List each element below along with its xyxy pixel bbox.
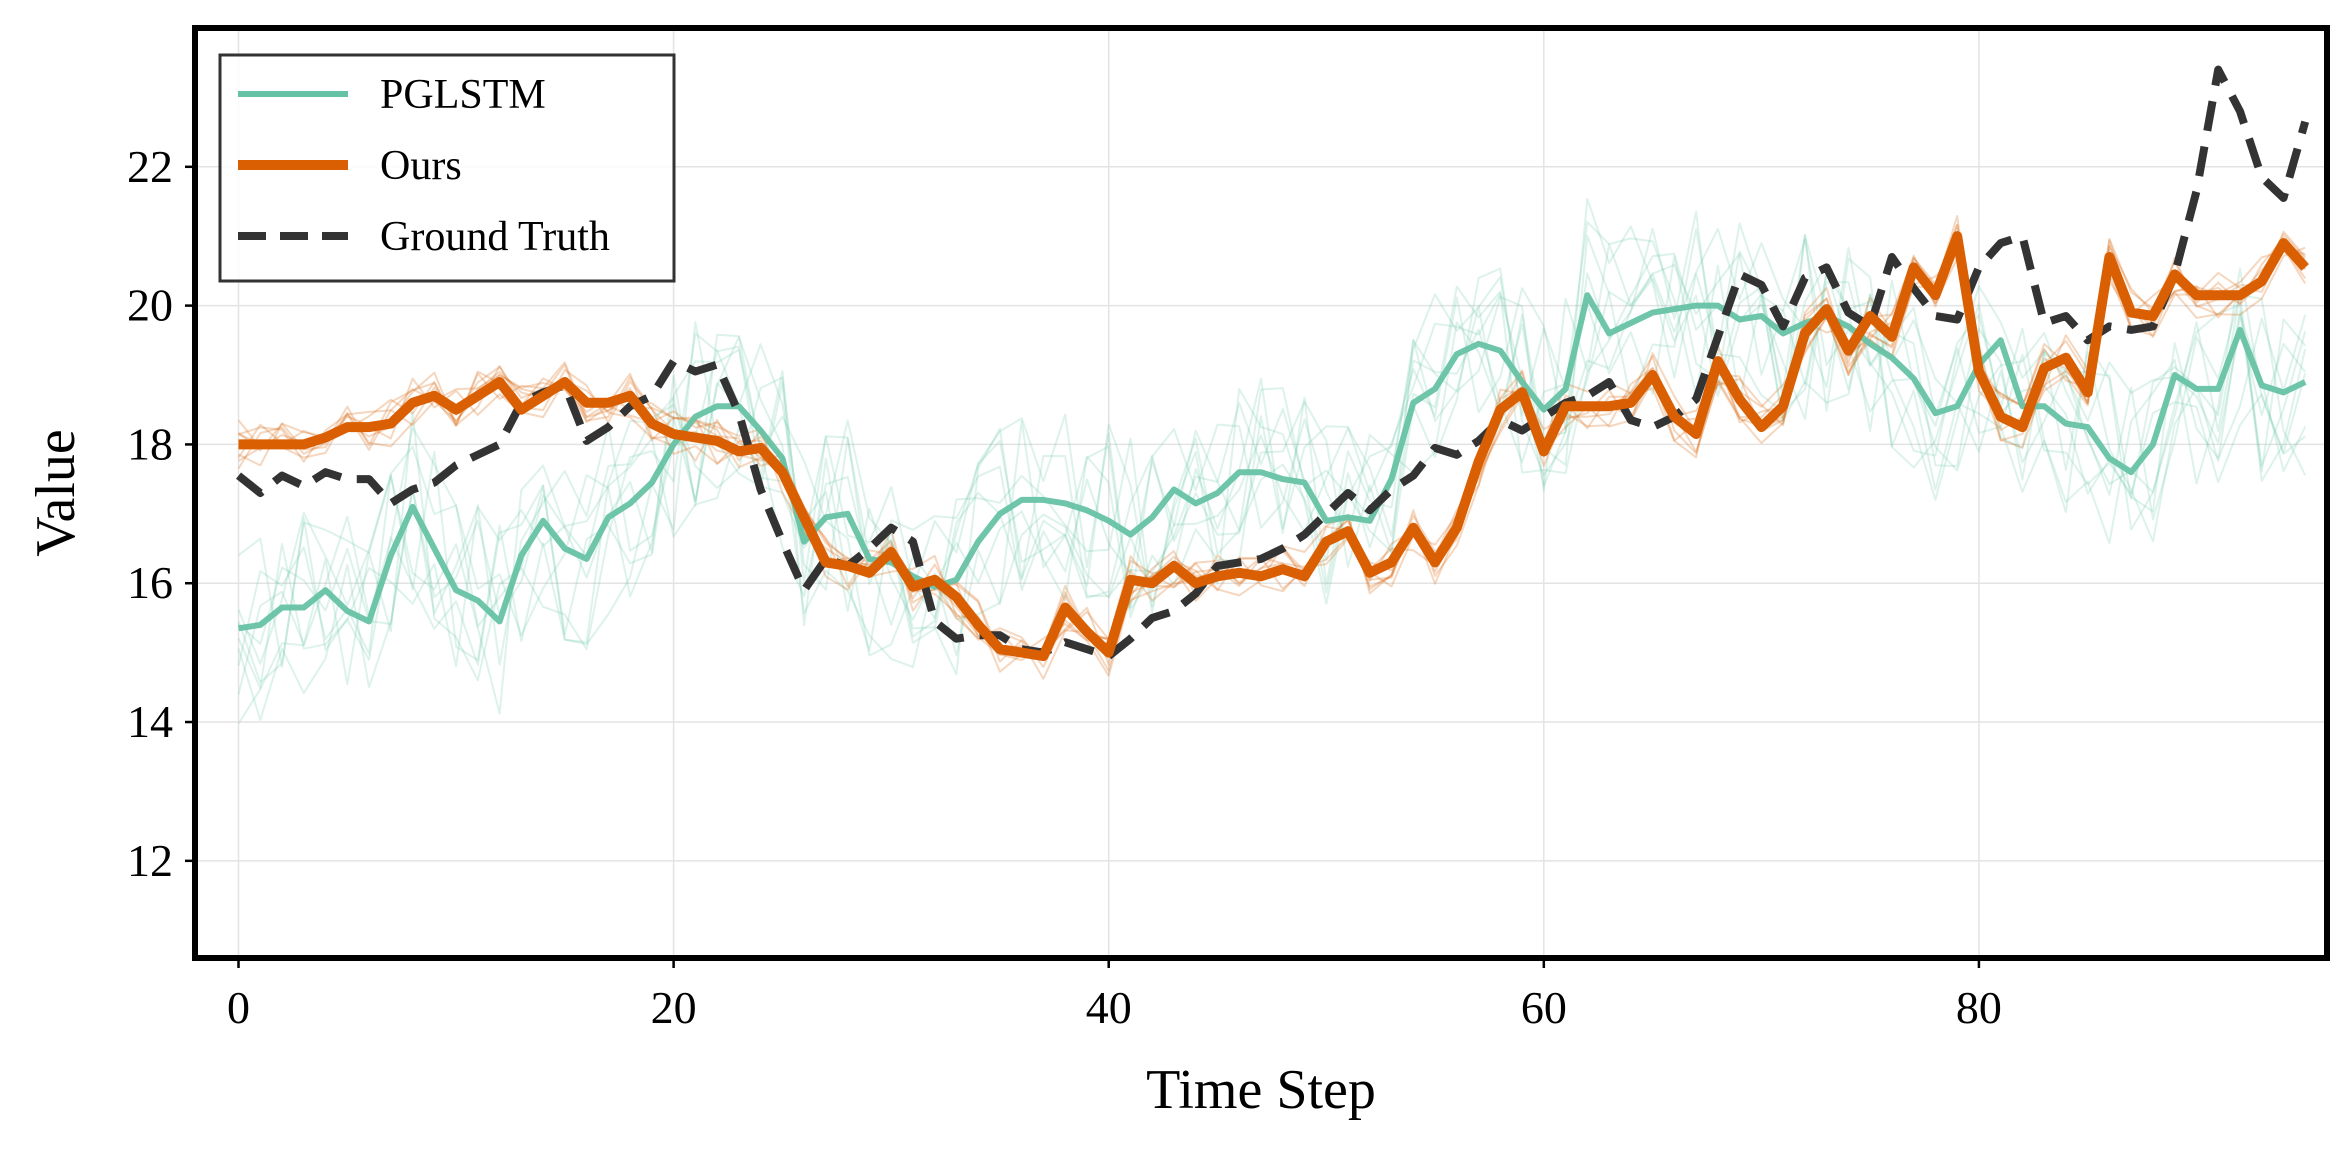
- plot-frame: [192, 25, 2330, 961]
- legend: PGLSTM Ours Ground Truth: [218, 53, 676, 283]
- legend-label-pglstm: PGLSTM: [380, 72, 546, 118]
- ensemble-sample-line: [237, 220, 2307, 695]
- legend-label-ground-truth: Ground Truth: [380, 214, 610, 260]
- series-line-ours: [238, 231, 2309, 662]
- y-tick-label: 22: [127, 141, 173, 192]
- ensemble-sample-line: [237, 228, 2307, 657]
- legend-label-ours: Ours: [380, 143, 462, 189]
- y-axis-title: Value: [25, 429, 87, 557]
- series-lines: [236, 65, 2310, 662]
- y-axis: 12 14 16 18 20 22: [127, 141, 195, 886]
- ensemble-sample-line: [237, 267, 2307, 721]
- x-tick-label: 20: [651, 982, 697, 1033]
- x-axis: 0 20 40 60 80: [227, 958, 2002, 1033]
- x-tick-label: 40: [1086, 982, 1132, 1033]
- y-tick-label: 12: [127, 835, 173, 886]
- series-line-pglstm: [238, 292, 2307, 632]
- y-tick-label: 18: [127, 418, 173, 469]
- y-tick-label: 20: [127, 280, 173, 331]
- ensemble-sample-line: [237, 197, 2307, 725]
- x-axis-title: Time Step: [1146, 1059, 1376, 1121]
- y-tick-label: 14: [127, 696, 173, 747]
- y-tick-label: 16: [127, 557, 173, 608]
- x-tick-label: 80: [1956, 982, 2002, 1033]
- ensemble-sample-line: [237, 238, 2306, 665]
- x-tick-label: 60: [1521, 982, 1567, 1033]
- ensemble-sample-line: [237, 210, 2306, 690]
- series-line-ground-truth: [236, 65, 2310, 661]
- x-tick-label: 0: [227, 982, 250, 1033]
